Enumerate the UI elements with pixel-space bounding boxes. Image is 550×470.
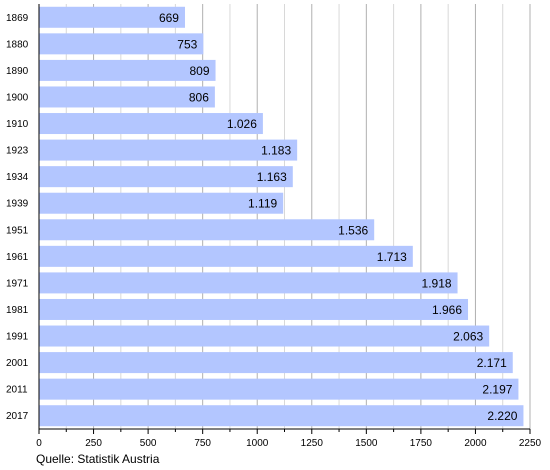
bar [39, 405, 524, 427]
category-label: 1961 [6, 252, 29, 263]
x-tick-label: 1500 [355, 438, 378, 449]
x-tick-label: 1000 [246, 438, 269, 449]
bar [39, 245, 413, 267]
bar [39, 352, 513, 374]
category-label: 1880 [6, 39, 29, 50]
value-label: 1.183 [261, 144, 291, 158]
bar [39, 219, 375, 241]
bar [39, 378, 519, 400]
category-label: 1951 [6, 225, 29, 236]
value-label: 809 [190, 64, 210, 78]
value-label: 2.171 [477, 356, 507, 370]
value-label: 2.197 [482, 383, 512, 397]
category-label: 2001 [6, 358, 29, 369]
source-note: Quelle: Statistik Austria [36, 452, 160, 466]
bar [39, 192, 284, 214]
x-tick-label: 750 [194, 438, 211, 449]
x-tick-label: 250 [85, 438, 102, 449]
category-label: 1991 [6, 332, 29, 343]
value-label: 1.966 [432, 303, 462, 317]
bar [39, 33, 204, 55]
category-label: 1890 [6, 66, 29, 77]
category-label: 1910 [6, 119, 29, 130]
value-label: 1.163 [257, 170, 287, 184]
category-label: 2017 [6, 411, 29, 422]
value-label: 753 [177, 37, 197, 51]
category-label: 1934 [6, 172, 29, 183]
value-label: 1.119 [248, 197, 277, 211]
bar [39, 6, 185, 28]
x-tick-label: 2000 [464, 438, 487, 449]
category-label: 1971 [6, 278, 29, 289]
bar [39, 298, 469, 320]
value-label: 1.713 [377, 250, 407, 264]
x-tick-label: 0 [36, 438, 42, 449]
value-label: 806 [189, 90, 209, 104]
category-label: 2011 [6, 385, 28, 396]
bar [39, 139, 298, 161]
bar [39, 113, 263, 135]
value-label: 1.026 [227, 117, 257, 131]
bar [39, 272, 458, 294]
x-tick-label: 1750 [410, 438, 433, 449]
value-label: 2.220 [487, 409, 517, 423]
category-label: 1900 [6, 92, 29, 103]
bar [39, 59, 216, 81]
bar [39, 86, 215, 108]
category-label: 1981 [6, 305, 29, 316]
bar [39, 325, 490, 347]
bar [39, 166, 293, 188]
value-label: 1.918 [422, 276, 452, 290]
x-tick-label: 500 [140, 438, 157, 449]
value-label: 669 [159, 11, 179, 25]
value-label: 1.536 [338, 223, 368, 237]
x-tick-label: 2250 [519, 438, 542, 449]
category-label: 1939 [6, 199, 29, 210]
category-label: 1869 [6, 13, 29, 24]
value-label: 2.063 [453, 330, 483, 344]
category-label: 1923 [6, 146, 29, 157]
x-tick-label: 1250 [301, 438, 324, 449]
